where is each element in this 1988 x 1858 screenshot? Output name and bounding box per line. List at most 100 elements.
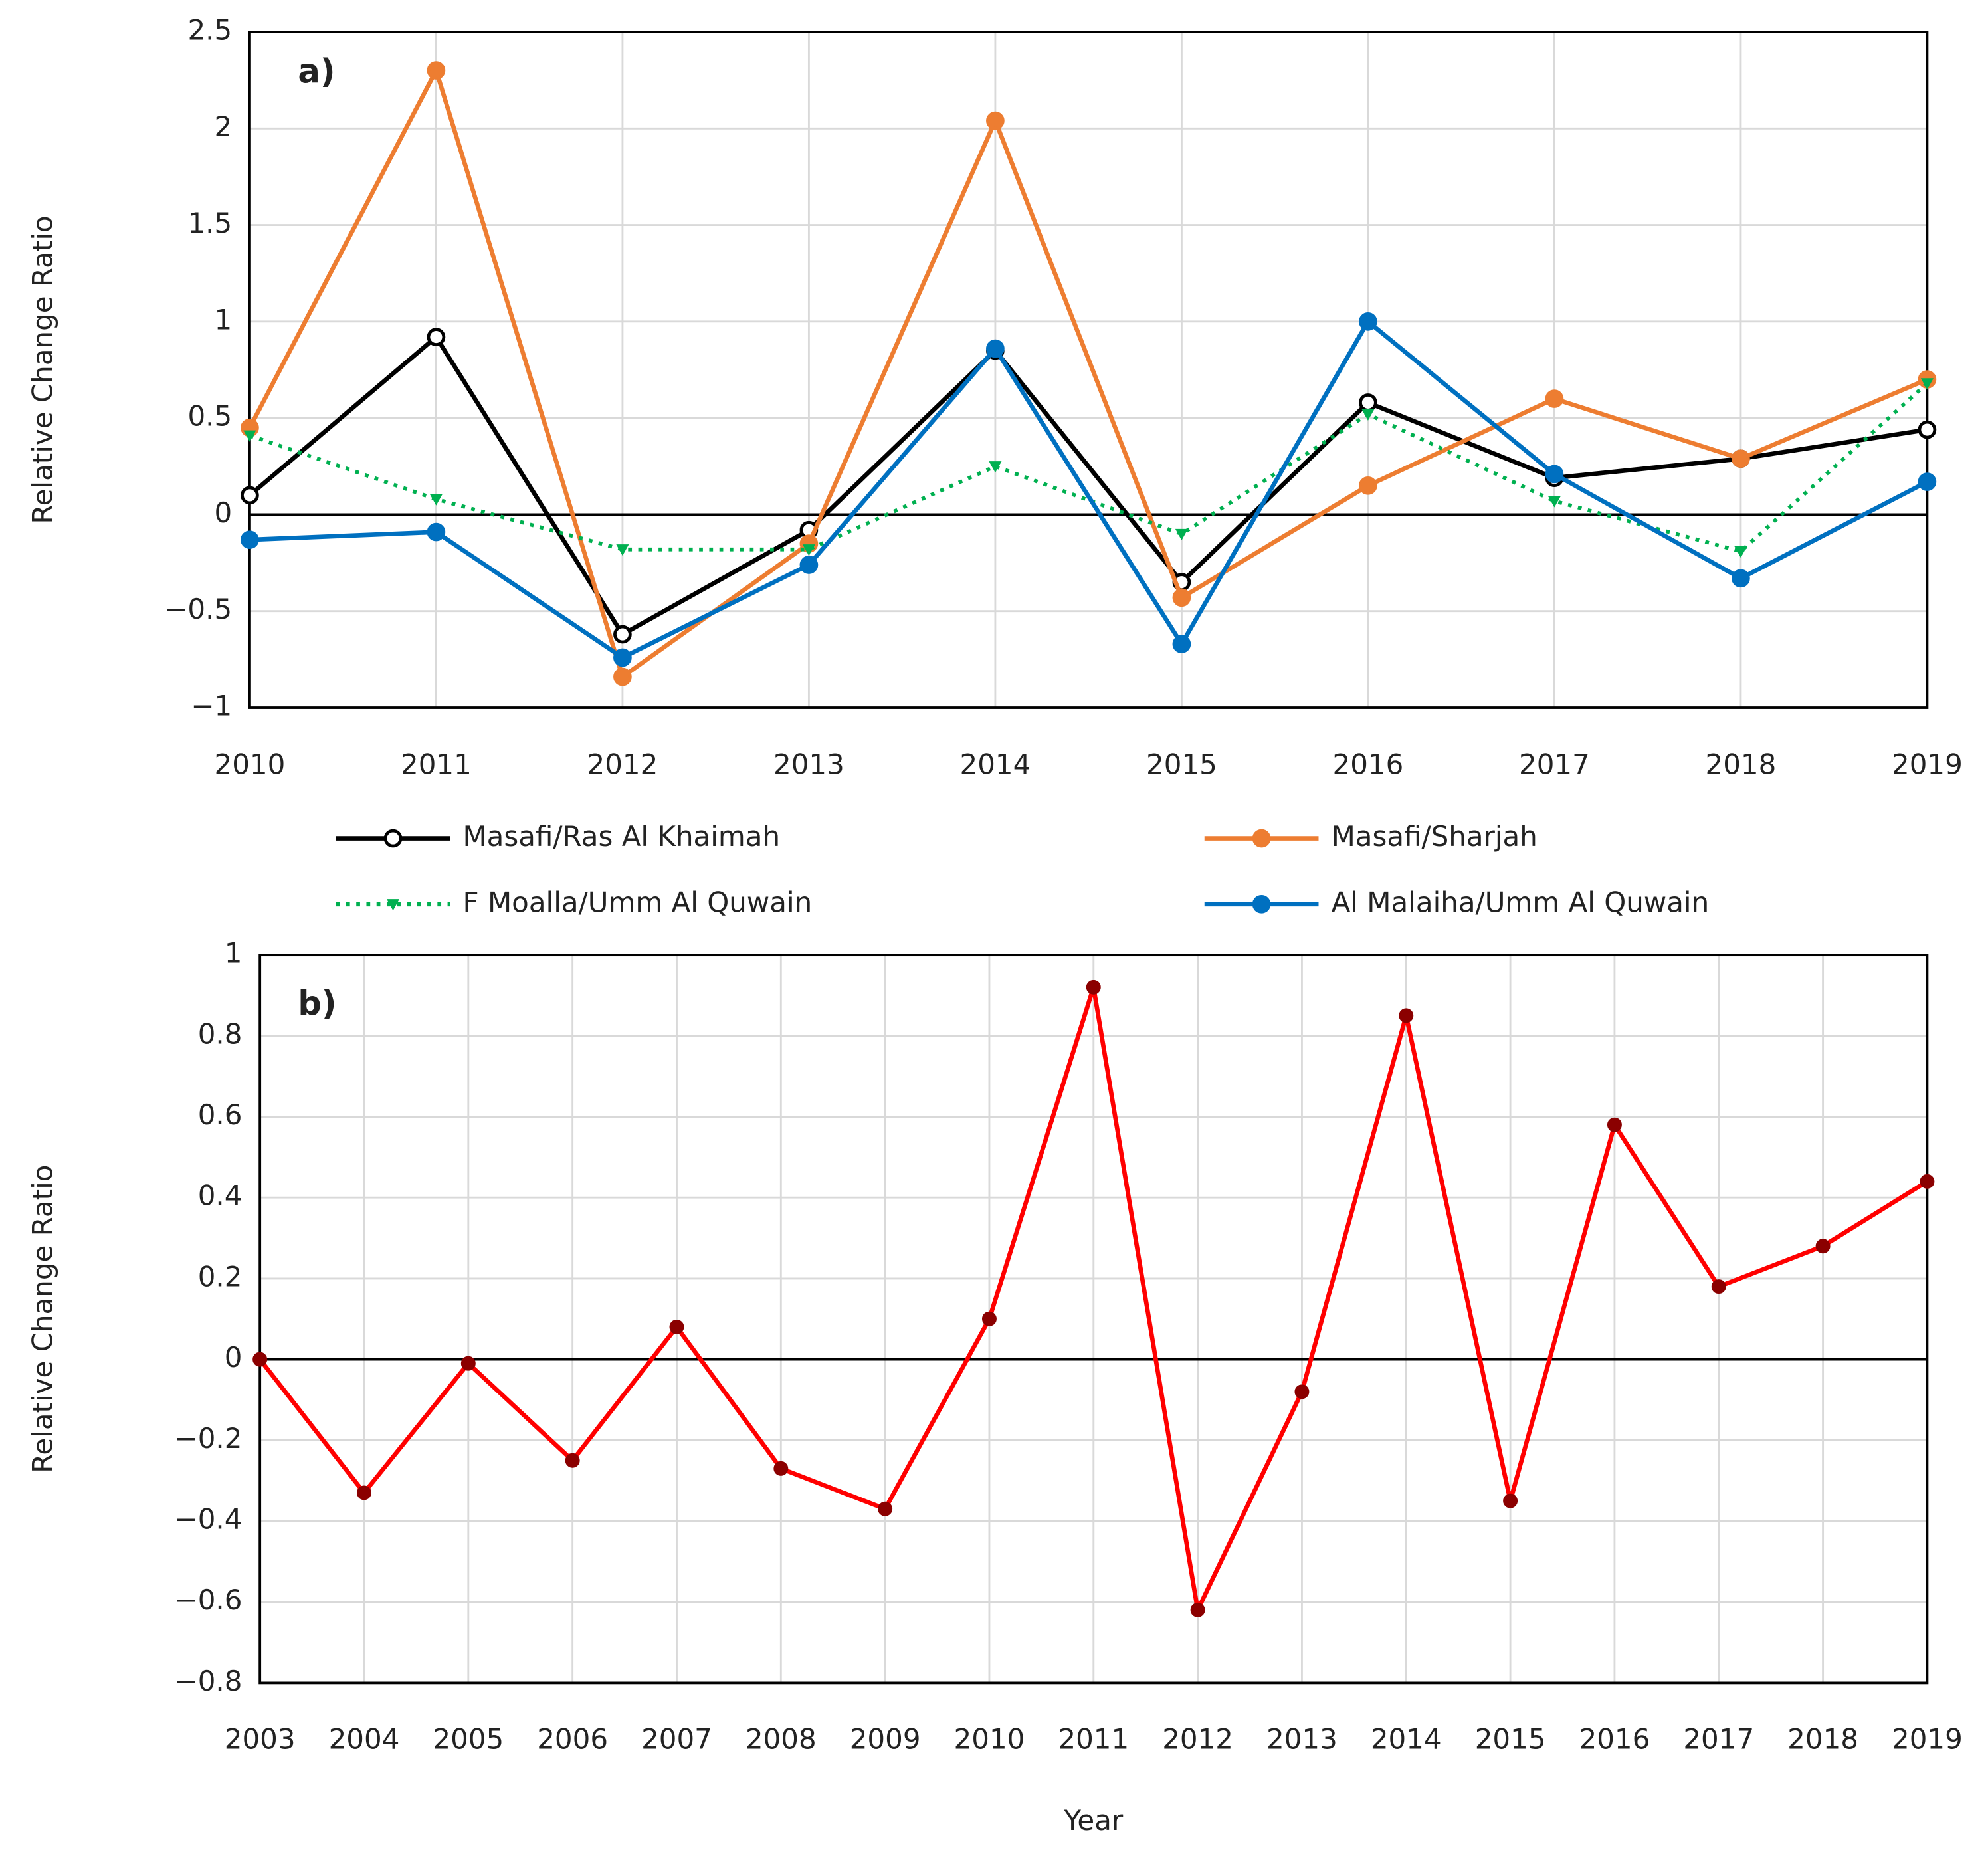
x-tick-label: 2017 bbox=[1683, 1723, 1754, 1756]
marker bbox=[616, 544, 629, 556]
marker bbox=[1294, 1384, 1310, 1399]
legend-label: F Moalla/Umm Al Quwain bbox=[462, 886, 812, 918]
plot-frame bbox=[258, 954, 1929, 1685]
marker bbox=[1359, 476, 1377, 495]
x-tick-label: 2016 bbox=[1579, 1723, 1650, 1756]
x-tick-label: 2012 bbox=[1162, 1723, 1233, 1756]
marker bbox=[1732, 569, 1750, 588]
marker bbox=[1175, 528, 1188, 541]
x-tick-label: 2008 bbox=[746, 1723, 817, 1756]
y-tick-label: −0.5 bbox=[164, 593, 232, 625]
marker bbox=[1361, 409, 1375, 421]
legend-label: Masafi/Sharjah bbox=[1332, 820, 1538, 853]
marker bbox=[1547, 496, 1561, 508]
y-tick-label: −0.2 bbox=[175, 1422, 243, 1455]
legend-label: Al Malaiha/Umm Al Quwain bbox=[1332, 886, 1710, 918]
y-tick-label: 0.4 bbox=[198, 1180, 243, 1212]
marker bbox=[1607, 1117, 1622, 1132]
x-tick-label: 2018 bbox=[1706, 748, 1777, 780]
marker bbox=[1086, 980, 1101, 995]
marker bbox=[1172, 635, 1191, 653]
y-tick-label: 1 bbox=[225, 937, 243, 970]
marker bbox=[986, 339, 1005, 358]
x-tick-label: 2019 bbox=[1892, 748, 1963, 780]
x-tick-label: 2003 bbox=[225, 1723, 296, 1756]
marker bbox=[1734, 546, 1747, 558]
annotation: a) bbox=[298, 52, 335, 90]
x-tick-label: 2007 bbox=[641, 1723, 712, 1756]
marker bbox=[1920, 1174, 1935, 1189]
series-line bbox=[249, 318, 1928, 661]
y-tick-label: 0.6 bbox=[198, 1098, 243, 1131]
y-tick-label: 0.5 bbox=[187, 400, 232, 433]
x-tick-label: 2019 bbox=[1892, 1723, 1963, 1756]
marker bbox=[1503, 1493, 1518, 1508]
x-tick-label: 2018 bbox=[1787, 1723, 1858, 1756]
marker bbox=[773, 1461, 789, 1476]
marker bbox=[1252, 894, 1271, 914]
x-tick-label: 2015 bbox=[1475, 1723, 1546, 1756]
marker bbox=[243, 430, 256, 442]
y-tick-label: 0 bbox=[214, 496, 232, 529]
x-tick-label: 2014 bbox=[960, 748, 1031, 780]
marker bbox=[241, 486, 259, 505]
marker bbox=[799, 556, 819, 574]
marker bbox=[1399, 1008, 1414, 1023]
marker bbox=[1918, 472, 1937, 491]
marker bbox=[1359, 312, 1377, 331]
marker bbox=[613, 625, 632, 644]
marker bbox=[613, 667, 632, 686]
y-tick-label: 0.2 bbox=[198, 1260, 243, 1292]
x-tick-label: 2017 bbox=[1519, 748, 1590, 780]
marker bbox=[1190, 1602, 1205, 1617]
x-tick-label: 2015 bbox=[1146, 748, 1217, 780]
y-tick-label: 2 bbox=[214, 110, 232, 143]
y-tick-label: −0.6 bbox=[175, 1584, 243, 1616]
marker bbox=[252, 1352, 268, 1367]
marker bbox=[460, 1356, 476, 1371]
y-tick-label: 2.5 bbox=[187, 13, 232, 46]
y-tick-label: 1.5 bbox=[187, 207, 232, 239]
x-tick-label: 2011 bbox=[1058, 1723, 1129, 1756]
y-tick-label: 1 bbox=[214, 303, 232, 336]
marker bbox=[427, 522, 446, 542]
marker bbox=[1732, 449, 1750, 468]
y-tick-label: −1 bbox=[191, 690, 232, 722]
marker bbox=[1711, 1279, 1726, 1294]
x-tick-label: 2005 bbox=[433, 1723, 504, 1756]
marker bbox=[241, 530, 259, 550]
x-tick-label: 2013 bbox=[773, 748, 845, 780]
x-tick-label: 2012 bbox=[587, 748, 658, 780]
y-tick-label: 0.8 bbox=[198, 1017, 243, 1050]
marker bbox=[427, 328, 446, 346]
series-line bbox=[247, 64, 1928, 680]
plot-frame bbox=[248, 31, 1929, 709]
y-axis-label: Relative Change Ratio bbox=[26, 1165, 58, 1473]
marker bbox=[989, 461, 1002, 473]
y-tick-label: 0 bbox=[225, 1341, 243, 1374]
x-tick-label: 2010 bbox=[954, 1723, 1025, 1756]
marker bbox=[427, 61, 446, 80]
y-tick-label: −0.8 bbox=[175, 1665, 243, 1697]
marker bbox=[386, 899, 400, 911]
marker bbox=[565, 1453, 580, 1468]
x-tick-label: 2004 bbox=[329, 1723, 400, 1756]
marker bbox=[878, 1501, 893, 1516]
marker bbox=[1172, 588, 1191, 607]
marker bbox=[802, 544, 815, 556]
marker bbox=[429, 494, 443, 506]
y-axis-label: Relative Change Ratio bbox=[26, 215, 58, 524]
marker bbox=[981, 1311, 997, 1326]
x-tick-label: 2016 bbox=[1333, 748, 1404, 780]
marker bbox=[613, 648, 632, 667]
marker bbox=[1359, 393, 1377, 412]
marker bbox=[986, 111, 1005, 130]
y-tick-label: −0.4 bbox=[175, 1503, 243, 1536]
marker bbox=[383, 829, 403, 848]
marker bbox=[1545, 389, 1564, 408]
x-tick-label: 2013 bbox=[1266, 1723, 1338, 1756]
x-axis-label: Year bbox=[1063, 1804, 1124, 1837]
x-tick-label: 2014 bbox=[1371, 1723, 1442, 1756]
marker bbox=[1920, 378, 1934, 390]
